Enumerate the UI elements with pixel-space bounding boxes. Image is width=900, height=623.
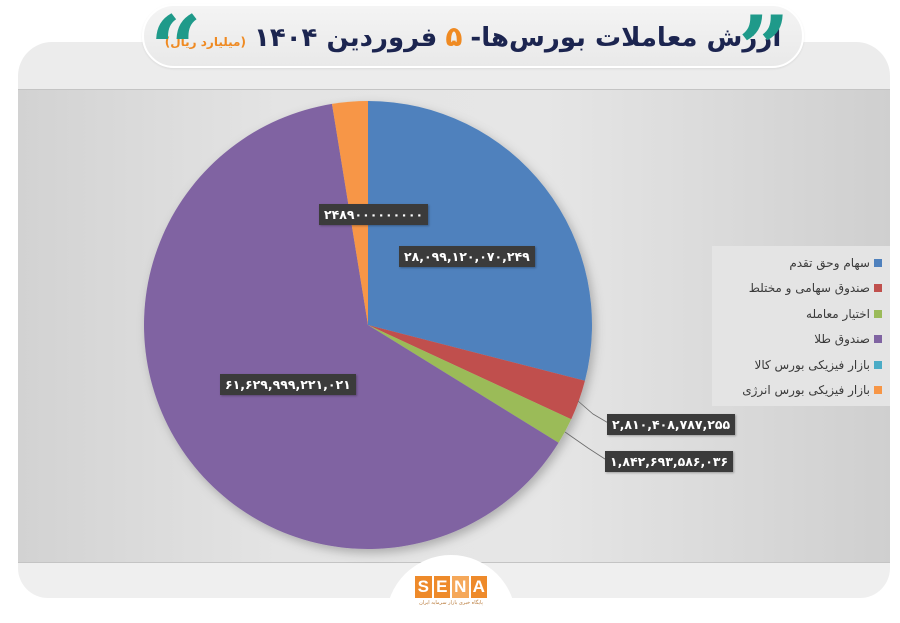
legend-item-stocks: سهام وحق تقدم (712, 250, 884, 276)
logo-letter: E (433, 576, 450, 598)
sena-logo: S E N A (415, 576, 487, 598)
legend-swatch-green (874, 309, 882, 318)
data-label-energy: ۲۴۸۹۰۰۰۰۰۰۰۰۰ (319, 204, 429, 225)
title-bar: ارزش معاملات بورس‌ها- ۵ فروردین ۱۴۰۴ (می… (142, 4, 804, 68)
legend-swatch-orange (874, 386, 882, 395)
legend-swatch-teal (874, 360, 882, 369)
legend-label: صندوق طلا (814, 332, 870, 347)
legend-label: سهام وحق تقدم (789, 255, 870, 270)
pie-slice-stocks (368, 101, 593, 381)
title-unit: (میلیارد ریال) (164, 34, 246, 49)
pie-slice-gold-fund (144, 103, 559, 549)
pie-slice-mixed-fund (368, 325, 585, 420)
logo-tagline: پایگاه خبری بازار سرمایه ایران (419, 600, 483, 606)
quote-open-icon: “ (150, 12, 202, 62)
chart-legend: سهام وحق تقدم صندوق سهامی و مختلط اختیار… (712, 246, 890, 406)
legend-item-gold-fund: صندوق طلا (712, 327, 884, 353)
legend-swatch-purple (874, 335, 882, 344)
legend-label: صندوق سهامی و مختلط (748, 281, 870, 296)
legend-swatch-red (874, 284, 882, 293)
quote-close-icon: ” (738, 12, 790, 62)
page-title: ارزش معاملات بورس‌ها- ۵ فروردین ۱۴۰۴ (می… (165, 20, 781, 53)
data-label-gold-fund: ۶۱,۶۲۹,۹۹۹,۲۲۱,۰۲۱ (220, 374, 356, 395)
legend-item-mixed-fund: صندوق سهامی و مختلط (712, 276, 884, 302)
legend-swatch-blue (874, 258, 882, 267)
legend-label: بازار فیزیکی بورس انرژی (742, 383, 870, 398)
leader-line-red (577, 400, 611, 425)
logo-letter: S (415, 576, 432, 598)
legend-item-options: اختیار معامله (712, 301, 884, 327)
data-label-options: ۱,۸۴۲,۶۹۳,۵۸۶,۰۳۶ (605, 451, 734, 472)
logo-letter: A (470, 576, 487, 598)
legend-label: اختیار معامله (806, 306, 870, 321)
legend-label: بازار فیزیکی بورس کالا (754, 357, 870, 372)
legend-item-commodity: بازار فیزیکی بورس کالا (712, 352, 884, 378)
data-label-stocks: ۲۸,۰۹۹,۱۲۰,۰۷۰,۲۴۹ (399, 246, 535, 267)
title-day: ۵ (445, 19, 463, 53)
title-month-year: فروردین ۱۴۰۴ (253, 22, 438, 53)
logo-letter: N (452, 576, 469, 598)
leader-line-green (564, 431, 609, 462)
title-main: ارزش معاملات بورس‌ها- (470, 22, 782, 53)
data-label-mixed-fund: ۲,۸۱۰,۴۰۸,۷۸۷,۲۵۵ (607, 414, 736, 435)
pie-slice-options (368, 325, 572, 443)
legend-item-energy: بازار فیزیکی بورس انرژی (712, 378, 884, 404)
